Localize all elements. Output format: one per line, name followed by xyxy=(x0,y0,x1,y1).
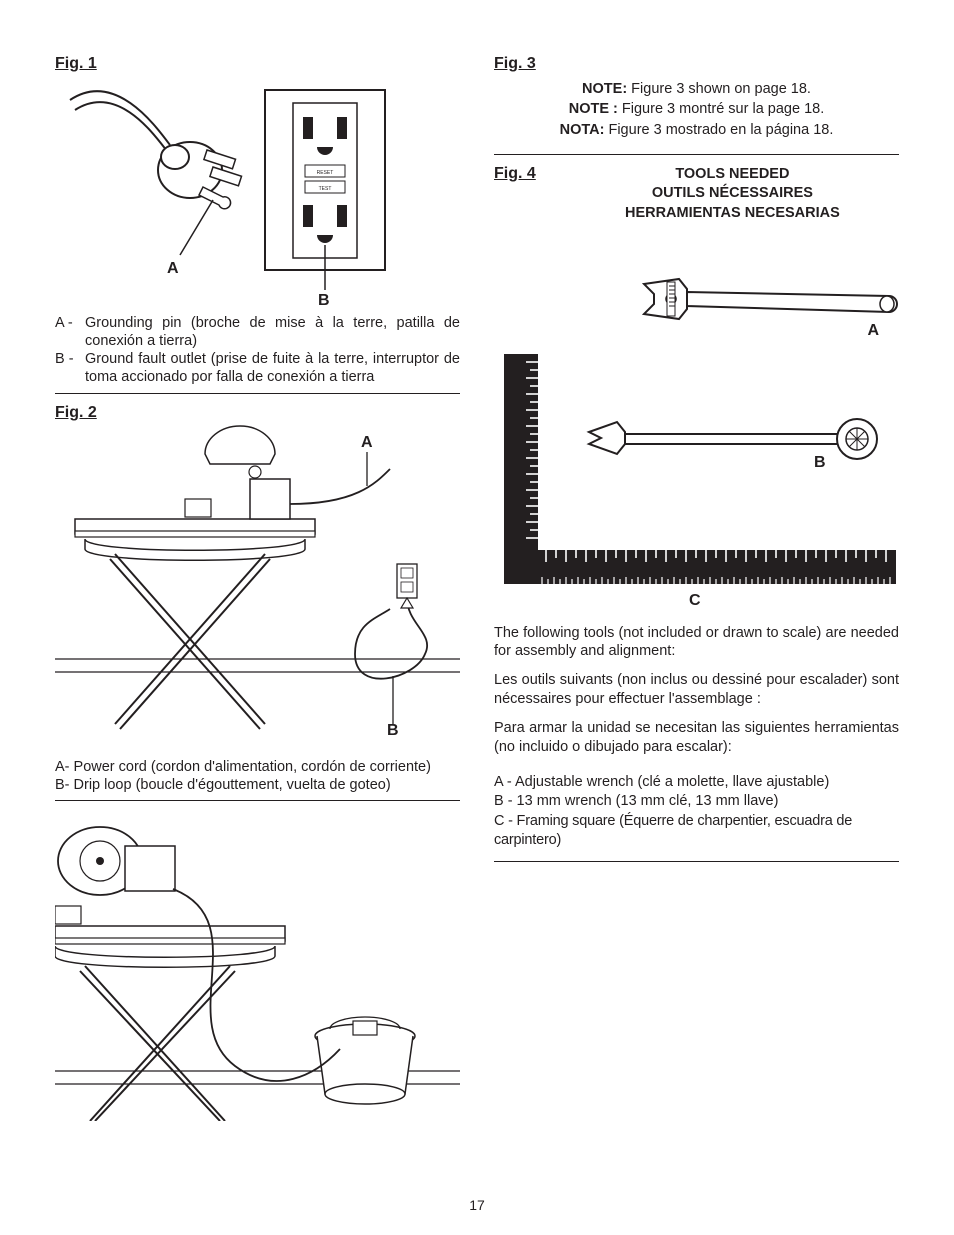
divider xyxy=(494,154,899,155)
fig1-test-text: TEST xyxy=(319,186,332,192)
fig3-note-es: NOTA: Figure 3 mostrado en la página 18. xyxy=(494,120,899,140)
divider xyxy=(494,861,899,862)
fig4-label-a: A xyxy=(867,322,879,340)
fig3-heading: Fig. 3 xyxy=(494,55,899,73)
fig4-list-c: C - Framing square (Équerre de charpenti… xyxy=(494,812,899,851)
fig4-label-c: C xyxy=(689,592,701,610)
fig4-title-en: TOOLS NEEDED xyxy=(566,165,899,185)
fig4-para-en: The following tools (not included or dra… xyxy=(494,624,899,662)
fig2-legend-a: A- Power cord (cordon d'alimentation, co… xyxy=(55,758,460,776)
fig4-list-b: B - 13 mm wrench (13 mm clé, 13 mm llave… xyxy=(494,792,899,812)
fig2-heading: Fig. 2 xyxy=(55,404,460,422)
divider xyxy=(55,393,460,394)
fig3-note-fr: NOTE : Figure 3 montré sur la page 18. xyxy=(494,99,899,119)
fig1-heading: Fig. 1 xyxy=(55,55,460,73)
fig1-label-b: B xyxy=(318,292,330,310)
fig3-note-en: NOTE: Figure 3 shown on page 18. xyxy=(494,79,899,99)
fig-extra-illustration xyxy=(55,811,460,1121)
fig4-heading: Fig. 4 xyxy=(494,165,536,183)
fig4-tool-a: A xyxy=(494,274,899,334)
fig2-label-b: B xyxy=(387,722,399,740)
fig2-legend-b: B- Drip loop (boucle d'égouttement, vuel… xyxy=(55,776,460,794)
fig4-para-es: Para armar la unidad se necesitan las si… xyxy=(494,719,899,757)
fig1-illustration: RESET TEST xyxy=(55,75,460,300)
fig4-para-fr: Les outils suivants (non inclus ou dessi… xyxy=(494,671,899,709)
fig2-illustration: A B xyxy=(55,424,460,744)
fig4-tools-bc: B C xyxy=(494,354,899,624)
fig4-title-fr: OUTILS NÉCESSAIRES xyxy=(566,184,899,204)
right-column: Fig. 3 NOTE: Figure 3 shown on page 18. … xyxy=(494,55,899,1121)
page-number: 17 xyxy=(0,1197,954,1213)
fig4-title-es: HERRAMIENTAS NECESARIAS xyxy=(566,204,899,224)
fig1-legend-a: A - Grounding pin (broche de mise à la t… xyxy=(55,314,460,350)
fig2-label-a: A xyxy=(361,434,373,452)
fig4-label-b: B xyxy=(814,454,826,472)
fig1-reset-text: RESET xyxy=(317,170,334,176)
divider xyxy=(55,800,460,801)
fig4-list-a: A - Adjustable wrench (clé a molette, ll… xyxy=(494,773,899,793)
left-column: Fig. 1 RESET TEST xyxy=(55,55,460,1121)
fig1-legend-b: B - Ground fault outlet (prise de fuite … xyxy=(55,350,460,386)
fig1-label-a: A xyxy=(167,260,179,278)
